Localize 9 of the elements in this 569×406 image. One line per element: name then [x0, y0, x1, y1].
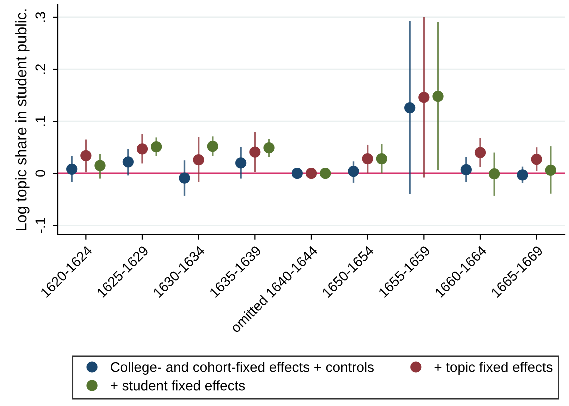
legend-label: College- and cohort-fixed effects + controls	[111, 362, 374, 375]
y-tick-label: .1	[36, 116, 46, 126]
y-tick-label: .3	[36, 12, 46, 22]
legend-label: + topic fixed effects	[434, 362, 553, 375]
legend-label: + student fixed effects	[110, 380, 246, 391]
y-tick-label: .2	[36, 64, 46, 74]
y-tick-label: 0	[36, 170, 46, 177]
y-axis-title: Log topic share in student public.	[16, 10, 30, 230]
y-tick-label: -.1	[36, 218, 46, 234]
